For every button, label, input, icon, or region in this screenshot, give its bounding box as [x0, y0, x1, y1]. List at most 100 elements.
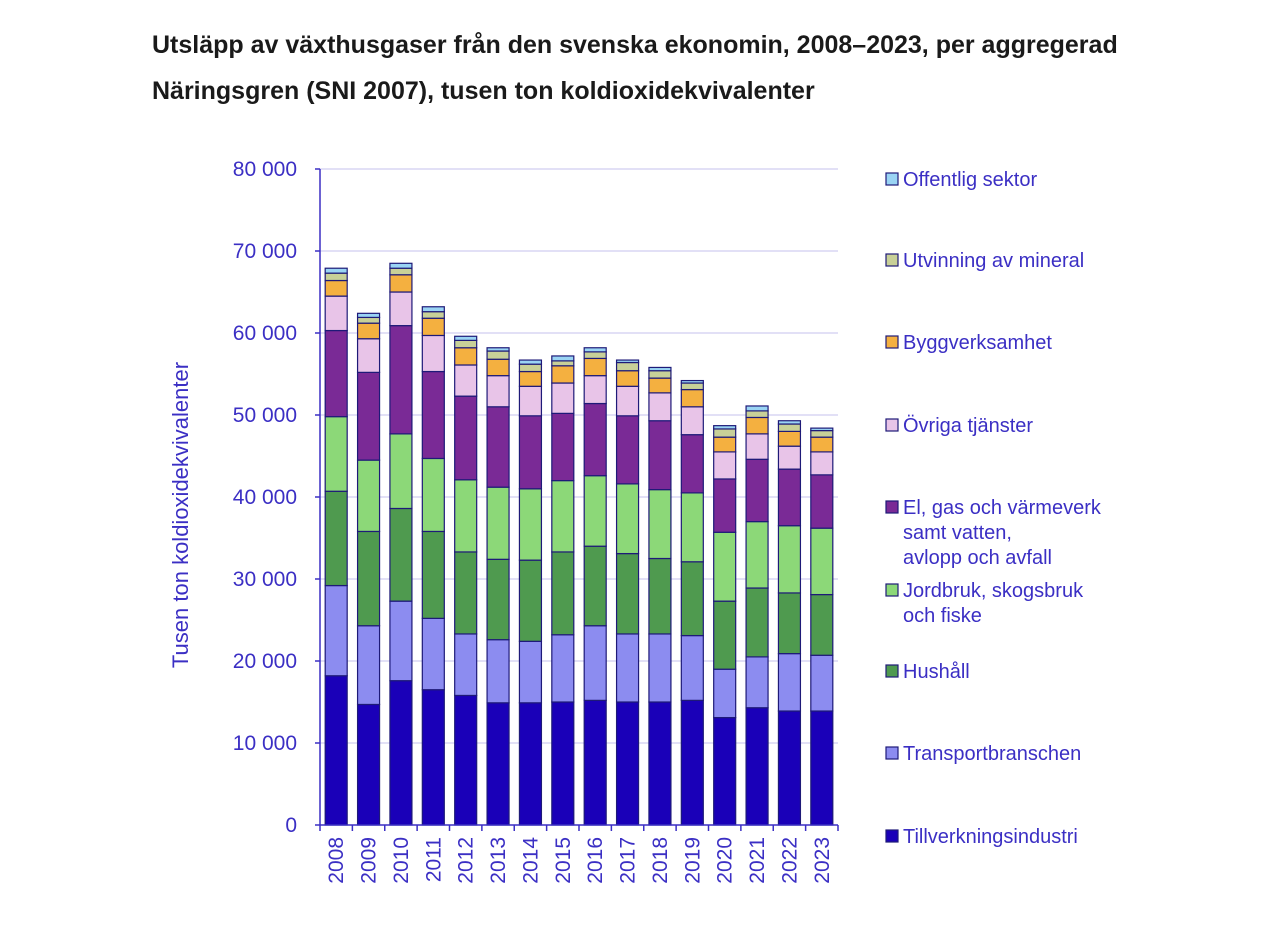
bar-segment	[648, 633, 672, 703]
bar-segment	[583, 699, 607, 826]
bar-segment	[324, 416, 348, 492]
bar-segment	[551, 701, 575, 826]
bar-segment	[389, 507, 413, 602]
bar-segment	[745, 707, 769, 826]
bar-segment	[810, 474, 834, 529]
bar-segment	[551, 412, 575, 482]
x-tick-label: 2012	[455, 837, 478, 884]
bar-segment	[810, 427, 834, 432]
bar-segment	[810, 710, 834, 826]
bar-segment	[615, 701, 640, 826]
bar-segment	[454, 633, 478, 697]
bar-segment	[713, 451, 737, 480]
bar-segment	[356, 316, 381, 324]
bar-segment	[486, 558, 510, 641]
legend-label: och fiske	[903, 605, 982, 627]
bar-segment	[324, 584, 348, 677]
x-tick-label: 2016	[584, 837, 607, 884]
bar-segment	[810, 429, 834, 438]
x-tick-labels: 2008 2009 2010 2011 2012 2013 2014 2015 2016 2017…	[325, 837, 834, 884]
bar-segment	[551, 365, 575, 384]
bar-segment	[324, 490, 348, 587]
y-tick-label: 0	[285, 814, 297, 837]
bar-segment	[583, 402, 607, 477]
bar-segment	[680, 434, 704, 494]
bar-segment	[810, 451, 834, 476]
bar-segment	[454, 347, 478, 366]
x-tick-label: 2010	[390, 837, 413, 884]
bar-segment	[356, 459, 381, 533]
bar-segment	[777, 420, 802, 425]
bar-segment	[518, 702, 543, 826]
bar-segment	[421, 689, 445, 826]
legend-label: Hushåll	[903, 661, 970, 683]
bar-segment	[648, 420, 672, 491]
bar-segment	[810, 436, 834, 453]
bar-segment	[551, 480, 575, 553]
bar-segment	[518, 415, 543, 490]
bar-segment	[648, 557, 672, 635]
bar-segment	[551, 551, 575, 636]
bar-segment	[389, 680, 413, 826]
bar-segment	[421, 370, 445, 460]
bar-segment	[551, 634, 575, 703]
y-tick-label: 40 000	[233, 486, 297, 509]
legend-label: Jordbruk, skogsbruk	[903, 580, 1084, 602]
bar-segment	[389, 600, 413, 682]
legend-label: Tillverkningsindustri	[903, 826, 1078, 848]
y-tick-label: 10 000	[233, 732, 297, 755]
bar-segment	[680, 406, 704, 436]
legend-label: Övriga tjänster	[903, 415, 1033, 437]
bar-segment	[680, 561, 704, 637]
bar-segment	[713, 668, 737, 719]
bar-segment	[421, 306, 445, 313]
x-tick-label: 2020	[714, 837, 737, 884]
bar-segment	[486, 486, 510, 560]
bar-segment	[583, 351, 607, 360]
bar-segment	[615, 361, 640, 372]
bar-segment	[615, 483, 640, 555]
bar-segment	[615, 415, 640, 485]
bar-segment	[777, 653, 802, 712]
bar-segment	[648, 701, 672, 826]
bar-segment	[421, 317, 445, 337]
bar-segment	[356, 312, 381, 319]
y-axis-title: Tusen ton koldioxidekvivalenter	[168, 362, 193, 668]
bar-segment	[777, 468, 802, 527]
bar-segment	[615, 370, 640, 387]
bar-segment	[680, 492, 704, 563]
legend-swatch	[885, 253, 899, 267]
axes	[315, 168, 839, 831]
legend: Tillverkningsindustri Transportbranschen H…	[885, 169, 1102, 848]
bar-segment	[389, 262, 413, 269]
y-tick-label: 80 000	[233, 158, 297, 181]
y-tick-label: 20 000	[233, 650, 297, 673]
bar-segment	[356, 322, 381, 340]
bar-segment	[615, 359, 640, 364]
bar-segment	[745, 410, 769, 419]
bar-segment	[713, 478, 737, 533]
bar-segment	[454, 551, 478, 635]
bar-segment	[421, 334, 445, 373]
bar-segment	[486, 350, 510, 360]
x-tick-label: 2015	[552, 837, 575, 884]
bar-segment	[680, 379, 704, 384]
bar-segment	[680, 382, 704, 391]
bar-segment	[421, 457, 445, 533]
x-tick-label: 2009	[358, 837, 381, 884]
bar-segment	[810, 527, 834, 596]
legend-swatch	[885, 172, 899, 186]
bar-segment	[713, 716, 737, 826]
bar-segment	[777, 445, 802, 470]
bar-segment	[615, 633, 640, 703]
bar-segment	[583, 475, 607, 547]
x-tick-label: 2017	[617, 837, 640, 884]
bar-segment	[648, 370, 672, 379]
bar-segment	[518, 488, 543, 561]
bar-segment	[324, 675, 348, 826]
bar-segment	[777, 710, 802, 826]
x-tick-label: 2018	[649, 837, 672, 884]
bar-segment	[454, 335, 478, 341]
bar-segment	[454, 694, 478, 826]
bar-segment	[615, 552, 640, 635]
